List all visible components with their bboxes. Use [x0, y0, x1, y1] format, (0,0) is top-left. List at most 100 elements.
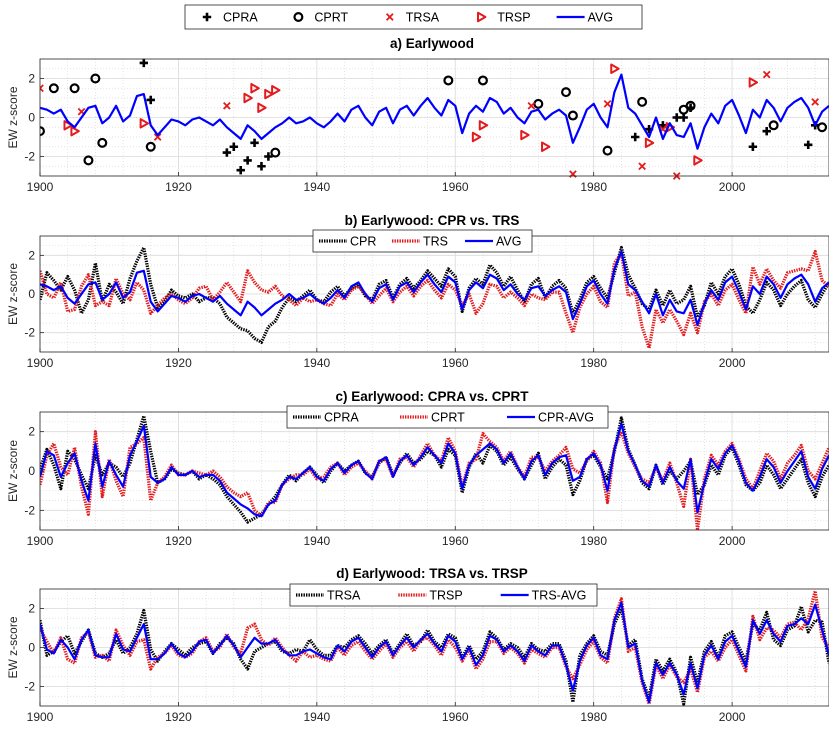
x-tick-label: 1960: [442, 180, 469, 194]
series-trsp-point: [250, 83, 260, 94]
legend: CPRA CPRT CPR-AVG: [286, 405, 609, 429]
series-cprt-point: [443, 75, 454, 86]
x-tick-label: 2000: [719, 180, 746, 194]
x-tick-label: 1940: [303, 534, 330, 548]
y-tick-label: 2: [28, 248, 35, 262]
legend-label: AVG: [496, 235, 521, 249]
legend-marker: [477, 11, 487, 23]
legend-entry-cpra: CPRA: [293, 411, 359, 425]
x-tick-label: 1960: [442, 710, 469, 724]
x-tick-label: 1940: [303, 180, 330, 194]
series-avg-line: [40, 250, 829, 326]
legend-entry-trsa: TRSA: [385, 11, 440, 25]
x-tick-label: 1980: [580, 710, 607, 724]
legend-entry-cpra: CPRA: [202, 11, 258, 25]
series-trsa-point: [638, 162, 646, 171]
legend-entry-cpr: CPR: [319, 235, 376, 249]
chart-panel-3: 1900 1920 1940 1960 1980 2000 -2 0 2 EW z-score c)…: [6, 389, 829, 548]
series-cpra-markers: [139, 58, 820, 175]
legend-entry-trs: TRS: [392, 235, 448, 249]
legend-box: [289, 583, 598, 607]
x-tick-label: 1920: [165, 534, 192, 548]
legend-entry-trsp: TRSP: [477, 11, 531, 25]
legend-marker: [293, 12, 304, 23]
series-cprt-point: [69, 83, 80, 94]
legend-label: CPRT: [431, 411, 465, 425]
series-group: [40, 58, 829, 180]
series-cprt-point: [817, 122, 828, 133]
series-cpra-point: [804, 140, 813, 149]
legend-label: CPRA: [324, 411, 359, 425]
x-tick-label: 1980: [580, 180, 607, 194]
y-tick-label: 2: [28, 72, 35, 86]
x-tick-label: 1900: [27, 356, 54, 370]
series-cpra-point: [631, 132, 640, 142]
series-cprt-point: [97, 137, 108, 148]
series-cprt-point: [768, 120, 779, 131]
legend-entry-cpr-avg: CPR-AVG: [507, 411, 594, 425]
series-trsp-point: [257, 102, 267, 113]
series-trsp-point: [271, 85, 281, 96]
x-tick-label: 1980: [580, 534, 607, 548]
legend: TRSA TRSP TRS-AVG: [289, 583, 598, 607]
series-trsp-line: [40, 589, 829, 706]
series-trsp-point: [264, 88, 274, 100]
series-cpra-point: [762, 126, 771, 136]
legend-label: CPRA: [223, 11, 258, 25]
series-trsa-markers: [40, 70, 819, 180]
y-tick-label: -2: [24, 150, 35, 164]
y-tick-label: 0: [28, 641, 35, 655]
series-cpra-point: [236, 165, 245, 175]
series-trsp-point: [478, 120, 489, 131]
series-cprt-point: [40, 126, 45, 137]
y-tick-label: 2: [28, 425, 35, 439]
x-tick-label: 1960: [442, 534, 469, 548]
series-trsp-point: [70, 125, 80, 137]
series-cpra-point: [748, 142, 758, 151]
series-cpra-point: [222, 148, 232, 157]
x-tick-label: 1920: [165, 180, 192, 194]
y-axis-label: EW z-score: [6, 616, 20, 678]
series-group: [40, 589, 829, 706]
chart-title: d) Earlywood: TRSA vs. TRSP: [336, 566, 528, 581]
series-cprt-point: [567, 110, 578, 121]
legend-label: TRSA: [406, 11, 440, 25]
chart-title: b) Earlywood: CPR vs. TRS: [345, 213, 520, 228]
series-group: [40, 414, 829, 532]
series-trsa-point: [527, 101, 536, 110]
legend-entry-trs-avg: TRS-AVG: [500, 589, 586, 603]
series-cpra-point: [257, 162, 266, 171]
y-tick-label: -2: [24, 503, 35, 517]
legend-label: TRSP: [429, 589, 462, 603]
series-trsp-point: [520, 129, 530, 141]
x-tick-label: 1960: [442, 356, 469, 370]
series-trsp-point: [139, 118, 150, 129]
x-tick-label: 1900: [27, 180, 54, 194]
y-tick-label: 2: [28, 602, 35, 616]
series-cprt-point: [270, 147, 281, 158]
series-cprt-point: [90, 73, 101, 84]
series-trs-avg-line: [40, 601, 829, 704]
x-tick-label: 2000: [719, 710, 746, 724]
series-cpra-point: [243, 156, 252, 165]
series-cpr-avg-line: [40, 422, 829, 518]
legend-label: CPRT: [314, 11, 348, 25]
series-trsp-markers: [63, 63, 759, 166]
legend-marker: [202, 12, 212, 22]
x-tick-label: 2000: [719, 534, 746, 548]
legend-label: TRS: [423, 235, 448, 249]
series-trsp-point: [243, 92, 253, 104]
series-cpra-point: [679, 113, 688, 122]
chart-panel-1: 1900 1920 1940 1960 1980 2000 -2 0 2 EW z-score a)…: [6, 4, 829, 194]
legend-marker: [385, 13, 394, 21]
legend: CPR TRS AVG: [312, 229, 533, 253]
series-cprt-point: [477, 75, 488, 86]
legend-entry-cprt: CPRT: [400, 411, 465, 425]
legend-label: TRSA: [327, 589, 361, 603]
series-group: [40, 246, 829, 350]
y-axis-label: EW z-score: [6, 263, 20, 325]
series-trsp-point: [748, 77, 759, 88]
x-tick-label: 1900: [27, 534, 54, 548]
series-cprt-point: [637, 96, 648, 107]
series-cpra-point: [139, 58, 149, 68]
